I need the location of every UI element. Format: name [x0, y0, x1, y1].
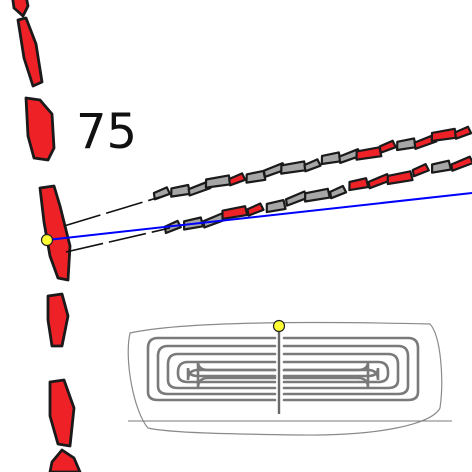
alignment-line-upper	[63, 196, 161, 227]
alignment-lines	[63, 196, 171, 253]
upper-stone-17	[454, 125, 472, 140]
groove-right-1	[282, 336, 420, 402]
stone-number-label: 75	[76, 104, 138, 160]
carved-slab-marker-icon	[272, 319, 286, 333]
slab-grooves	[146, 336, 420, 402]
groove-left-4	[176, 360, 277, 384]
alignment-line-lower	[65, 227, 171, 253]
upper-stone-4	[204, 174, 232, 189]
groove-left-5	[186, 367, 277, 381]
groove-left-3	[166, 352, 277, 390]
lower-diagonal-stone-row	[163, 155, 472, 235]
upper-stone-16	[430, 127, 458, 143]
carved-slab-drawing	[127, 319, 452, 436]
upper-stone-2	[170, 183, 192, 198]
lower-stone-9	[329, 184, 348, 200]
lower-stone-8	[304, 187, 331, 203]
upper-stone-5	[228, 172, 247, 187]
lower-stone-15	[450, 155, 472, 172]
upper-stone-14	[396, 137, 417, 152]
lower-stone-6	[265, 199, 287, 214]
groove-left-6	[196, 361, 277, 389]
stone-vertical-6	[48, 378, 76, 448]
groove-left-2	[156, 344, 277, 396]
vertical-stone-row	[11, 0, 82, 472]
groove-right-6	[282, 361, 370, 389]
upper-diagonal-stone-row	[152, 125, 472, 201]
lower-stone-14	[431, 159, 452, 174]
lower-stone-13	[411, 163, 430, 178]
stone-vertical-5	[46, 292, 70, 348]
groove-left-1	[146, 336, 277, 402]
lower-stone-10	[348, 177, 370, 192]
lower-stone-12	[386, 170, 414, 186]
stone-vertical-2	[16, 16, 44, 88]
groove-right-4	[282, 360, 390, 384]
survey-point-marker-icon	[40, 233, 54, 247]
stone-vertical-4	[38, 184, 72, 282]
upper-stone-13	[378, 139, 397, 154]
upper-stone-10	[320, 151, 342, 166]
upper-stone-12	[355, 146, 383, 161]
groove-right-5	[282, 367, 380, 381]
stone-vertical-1	[11, 0, 30, 18]
sight-line	[46, 192, 472, 241]
stone-vertical-3	[24, 96, 56, 162]
lower-stone-4	[221, 205, 249, 220]
stone-vertical-7	[48, 448, 82, 472]
upper-stone-8	[280, 160, 308, 175]
upper-stone-9	[303, 158, 322, 173]
groove-right-3	[282, 352, 400, 390]
groove-right-2	[282, 344, 410, 396]
lower-stone-5	[246, 202, 265, 217]
upper-stone-6	[245, 169, 267, 184]
upper-stone-1	[152, 186, 171, 201]
